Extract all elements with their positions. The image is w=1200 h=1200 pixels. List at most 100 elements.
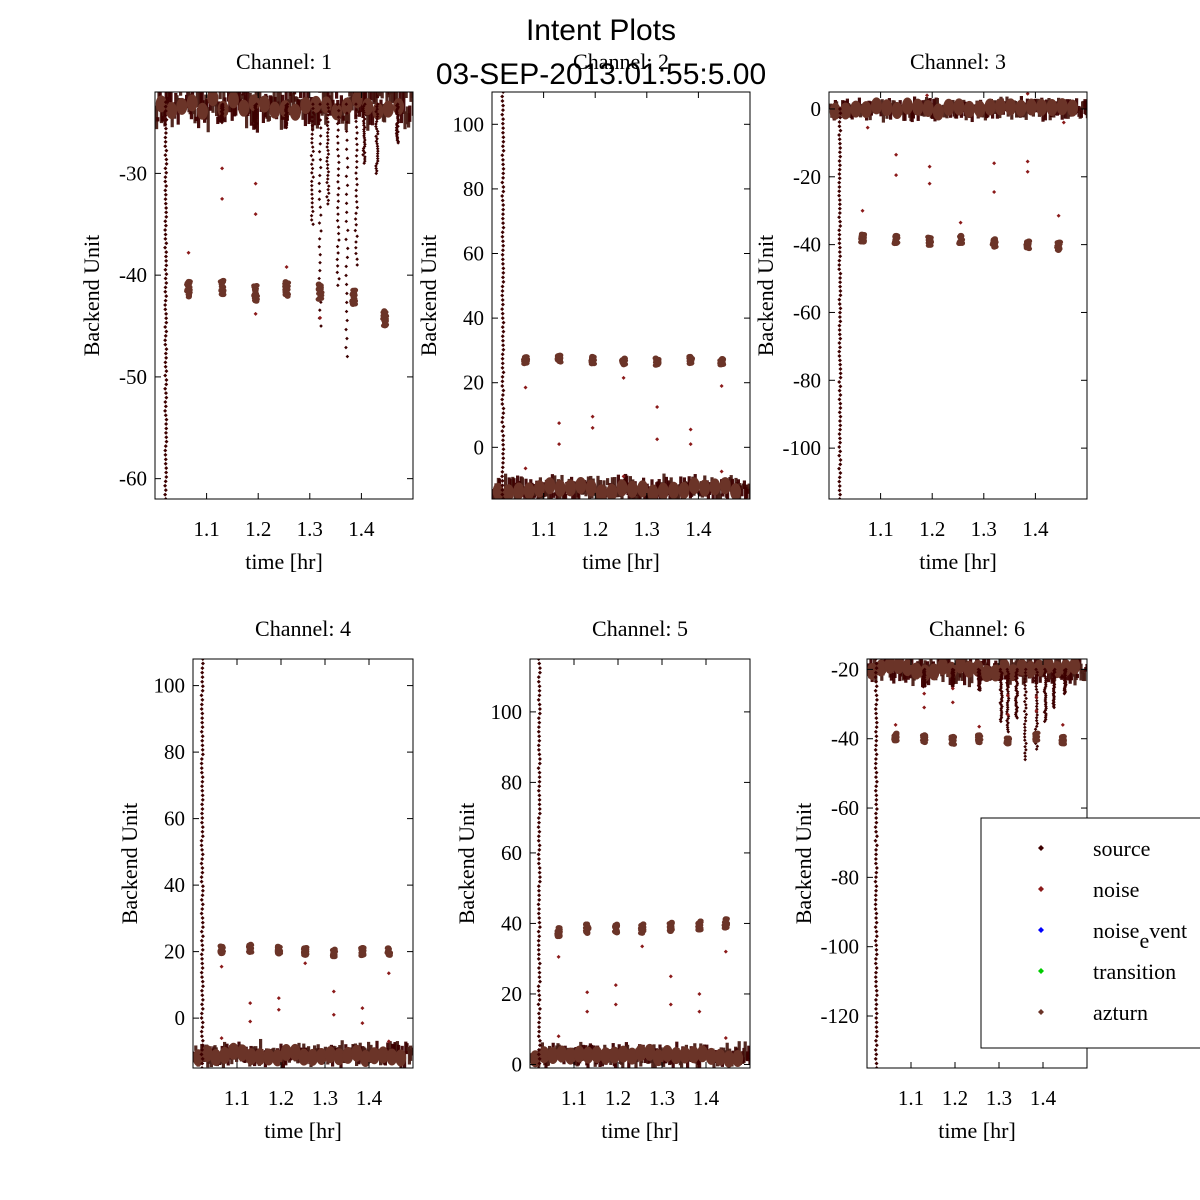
drop-point — [537, 829, 542, 834]
drop-point — [837, 301, 842, 306]
outlier-point — [958, 220, 963, 225]
spike-point — [1006, 674, 1011, 678]
spike-point — [354, 125, 359, 129]
drop-point — [874, 847, 879, 852]
spike-point — [310, 192, 314, 197]
drop-point — [537, 752, 542, 757]
baseline-blob — [331, 103, 343, 121]
drop-point — [500, 180, 505, 185]
outlier-point — [977, 724, 982, 729]
spike-point — [317, 149, 322, 154]
drop-point — [537, 670, 542, 675]
spike-point — [310, 132, 315, 137]
baseline-blob — [585, 479, 597, 497]
drop-point — [838, 462, 843, 467]
drop-point — [873, 1047, 878, 1052]
drop-point — [501, 424, 506, 429]
drop-point — [501, 411, 506, 416]
spike-point — [318, 102, 322, 107]
channel-3-axes-box — [828, 91, 1088, 500]
drop-point — [500, 469, 505, 474]
baseline-blob — [657, 482, 669, 499]
legend-marker — [1038, 968, 1044, 974]
drop-point — [164, 347, 169, 352]
channel-title: Channel: 5 — [592, 616, 688, 641]
drop-point — [874, 834, 879, 839]
drop-point — [837, 475, 842, 480]
spike-point — [311, 175, 316, 179]
drop-point — [163, 479, 168, 484]
drop-point — [500, 108, 505, 113]
drop-point — [500, 239, 505, 244]
baseline-blob — [732, 1050, 744, 1068]
spike-point — [1005, 709, 1009, 714]
spike-point — [1024, 706, 1028, 710]
spike-point — [374, 169, 379, 173]
drop-point — [837, 345, 842, 350]
drop-point — [200, 852, 205, 857]
y-tick-label: 100 — [491, 700, 523, 724]
cluster-point — [956, 241, 963, 246]
outlier-point — [186, 250, 191, 255]
outlier-point — [318, 315, 323, 320]
drop-point — [537, 666, 542, 671]
spike-point — [376, 149, 380, 153]
drop-point — [163, 228, 168, 233]
spike-point — [325, 159, 329, 163]
drop-point — [537, 897, 542, 902]
outlier-point — [1061, 120, 1066, 125]
cluster-point — [927, 235, 934, 241]
cluster-point — [274, 947, 281, 953]
drop-point — [163, 201, 168, 206]
drop-point — [537, 1038, 542, 1043]
spike-point — [1053, 667, 1057, 672]
drop-point — [163, 492, 168, 497]
drop-point — [200, 884, 205, 889]
drop-point — [199, 1016, 204, 1021]
baseline-blob — [269, 101, 281, 119]
drop-point — [500, 94, 505, 99]
cluster-point — [360, 945, 367, 951]
drop-point — [838, 405, 843, 410]
spike-point — [353, 217, 358, 221]
outlier-point — [585, 1009, 590, 1014]
outlier-point — [360, 1006, 365, 1011]
outlier-point — [950, 686, 955, 691]
outlier-point — [386, 971, 391, 976]
cluster-point — [219, 283, 226, 289]
spike-point — [1006, 672, 1011, 676]
spike-point — [1023, 677, 1027, 681]
spike-point — [1035, 744, 1040, 749]
spike-point — [1062, 691, 1067, 696]
baseline-blob — [891, 101, 903, 119]
spike-point — [310, 201, 315, 205]
drop-point — [163, 302, 168, 307]
drop-point — [837, 245, 842, 250]
baseline-point — [163, 100, 167, 127]
drop-point — [164, 377, 169, 382]
y-tick-label: 100 — [154, 674, 186, 698]
y-tick-label: 40 — [463, 306, 484, 330]
drop-point — [838, 223, 843, 228]
drop-point — [199, 952, 204, 957]
cluster-point — [386, 952, 393, 957]
drop-point — [200, 893, 205, 898]
drop-point — [537, 916, 542, 921]
drop-point — [200, 797, 205, 802]
baseline-point — [289, 92, 293, 96]
drop-point — [536, 884, 541, 889]
drop-point — [837, 241, 842, 246]
x-tick-label: 1.1 — [224, 1086, 250, 1110]
baseline-point — [165, 92, 169, 109]
drop-point — [163, 444, 168, 449]
drop-point — [837, 193, 842, 198]
baseline-blob — [591, 1046, 603, 1064]
cluster-point — [894, 235, 901, 241]
drop-point — [500, 383, 505, 388]
baseline-blob — [1069, 659, 1081, 675]
drop-point — [537, 1025, 542, 1030]
spike-point — [345, 120, 349, 125]
baseline-point — [255, 106, 259, 133]
